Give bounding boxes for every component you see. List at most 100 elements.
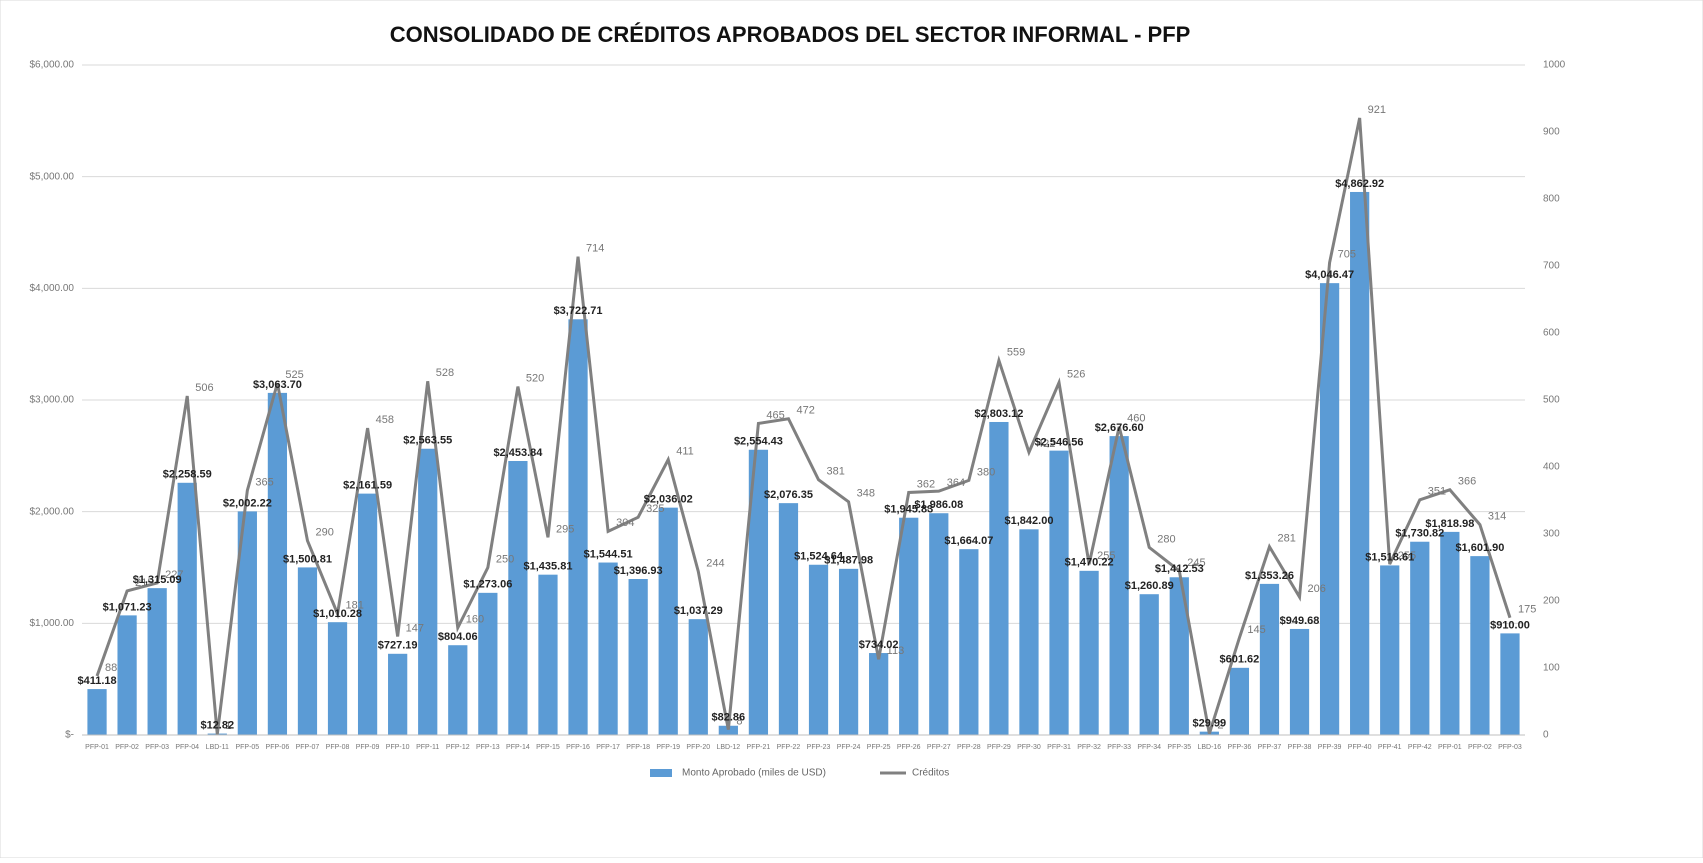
line-label: 8 (736, 716, 742, 728)
bar (478, 592, 498, 735)
y-tick-label: $4,000.00 (30, 283, 75, 294)
line-label: 304 (616, 517, 634, 529)
bar (1049, 450, 1069, 735)
bar-label: $1,524.64 (794, 551, 844, 563)
bar (989, 421, 1009, 735)
bar-label: $82.86 (712, 712, 746, 724)
x-tick-label: PFP-31 (1047, 744, 1071, 751)
bar-label: $1,518.61 (1365, 551, 1414, 563)
bar-label: $1,396.93 (614, 565, 663, 577)
bar (1169, 577, 1189, 735)
line-label: 460 (1127, 413, 1145, 425)
x-tick-label: PFP-23 (807, 744, 831, 751)
x-tick-label: PFP-13 (476, 744, 500, 751)
bar (838, 568, 859, 735)
line-label: 520 (526, 373, 544, 385)
bar (297, 567, 318, 735)
y-tick-label: $5,000.00 (30, 171, 75, 182)
line-label: 2 (1217, 720, 1223, 732)
bar-label: $4,046.47 (1305, 269, 1354, 281)
line-label: 113 (887, 645, 905, 657)
line-label: 411 (676, 446, 694, 458)
bar (1410, 541, 1430, 735)
bar (1440, 531, 1460, 735)
line (95, 117, 1512, 735)
bar-label: $29.99 (1193, 718, 1227, 730)
bar (1380, 565, 1400, 735)
x-tick-label: PFP-33 (1107, 744, 1131, 751)
x-tick-label: PFP-36 (1228, 744, 1252, 751)
x-tick-label: PFP-02 (1468, 744, 1492, 751)
y2-tick-label: 1000 (1543, 60, 1566, 71)
line-label: 145 (1247, 624, 1265, 636)
x-tick-label: PFP-01 (85, 744, 109, 751)
bar (869, 653, 889, 735)
bar (388, 653, 408, 735)
bar-label: $12.82 (200, 719, 234, 731)
bar (1019, 529, 1039, 735)
line-label: 362 (917, 478, 935, 490)
bar-label: $2,161.59 (343, 480, 392, 492)
x-tick-label: PFP-12 (446, 744, 470, 751)
x-tick-label: PFP-26 (897, 744, 921, 751)
legend-label: Monto Aprobado (miles de USD) (682, 768, 826, 779)
line-label: 366 (1458, 476, 1476, 488)
line-label: 465 (766, 409, 784, 421)
bar (177, 482, 197, 735)
bar (1229, 667, 1250, 735)
line-label: 88 (105, 662, 117, 674)
bar (748, 449, 769, 735)
bar (1109, 436, 1129, 735)
bar (1350, 191, 1370, 735)
bar-label: $734.02 (859, 639, 899, 651)
x-tick-label: PFP-01 (1438, 744, 1462, 751)
y2-tick-label: 100 (1543, 663, 1560, 674)
line-label: 295 (556, 523, 574, 535)
y-tick-label: $1,000.00 (30, 618, 75, 629)
line-label: 559 (1007, 346, 1025, 358)
bar-label: $1,273.06 (463, 579, 512, 591)
x-tick-label: PFP-07 (296, 744, 320, 751)
y-tick-label: $2,000.00 (30, 506, 75, 517)
bar (959, 549, 979, 735)
line-label: 525 (285, 369, 303, 381)
bar-label: $1,353.26 (1245, 570, 1294, 582)
bar (778, 503, 799, 735)
bar-label: $1,412.53 (1155, 563, 1204, 575)
line-label: 325 (646, 503, 664, 515)
bar (538, 574, 558, 735)
x-tick-label: PFP-29 (987, 744, 1011, 751)
bar (1500, 633, 1520, 735)
bar (87, 689, 107, 735)
bar (899, 517, 919, 735)
bar (658, 507, 678, 735)
line-label: 422 (1037, 438, 1055, 450)
line-label: 227 (165, 569, 183, 581)
line-label: 255 (1097, 550, 1115, 562)
x-tick-label: PFP-17 (596, 744, 620, 751)
line-label: 472 (796, 405, 814, 417)
x-tick-label: PFP-18 (626, 744, 650, 751)
line-label: 526 (1067, 368, 1085, 380)
bar-label: $411.18 (77, 675, 116, 687)
line-label: 314 (1488, 511, 1506, 523)
y2-tick-label: 200 (1543, 596, 1560, 607)
line-label: 348 (857, 488, 875, 500)
bar-label: $1,071.23 (103, 601, 152, 613)
y2-tick-label: 300 (1543, 529, 1560, 540)
chart-title: CONSOLIDADO DE CRÉDITOS APROBADOS DEL SE… (390, 22, 1191, 47)
bar-label: $1,544.51 (584, 548, 633, 560)
bar (598, 562, 618, 735)
bar (1470, 556, 1490, 735)
x-tick-label: LBD-11 (206, 744, 229, 751)
bar (327, 622, 348, 735)
x-tick-label: PFP-11 (416, 744, 439, 751)
bar-label: $804.06 (438, 631, 478, 643)
line-label: 206 (1308, 583, 1326, 595)
x-tick-label: PFP-39 (1318, 744, 1342, 751)
y-tick-label: $6,000.00 (30, 60, 75, 71)
legend-swatch (650, 769, 672, 777)
line-label: 380 (977, 466, 995, 478)
